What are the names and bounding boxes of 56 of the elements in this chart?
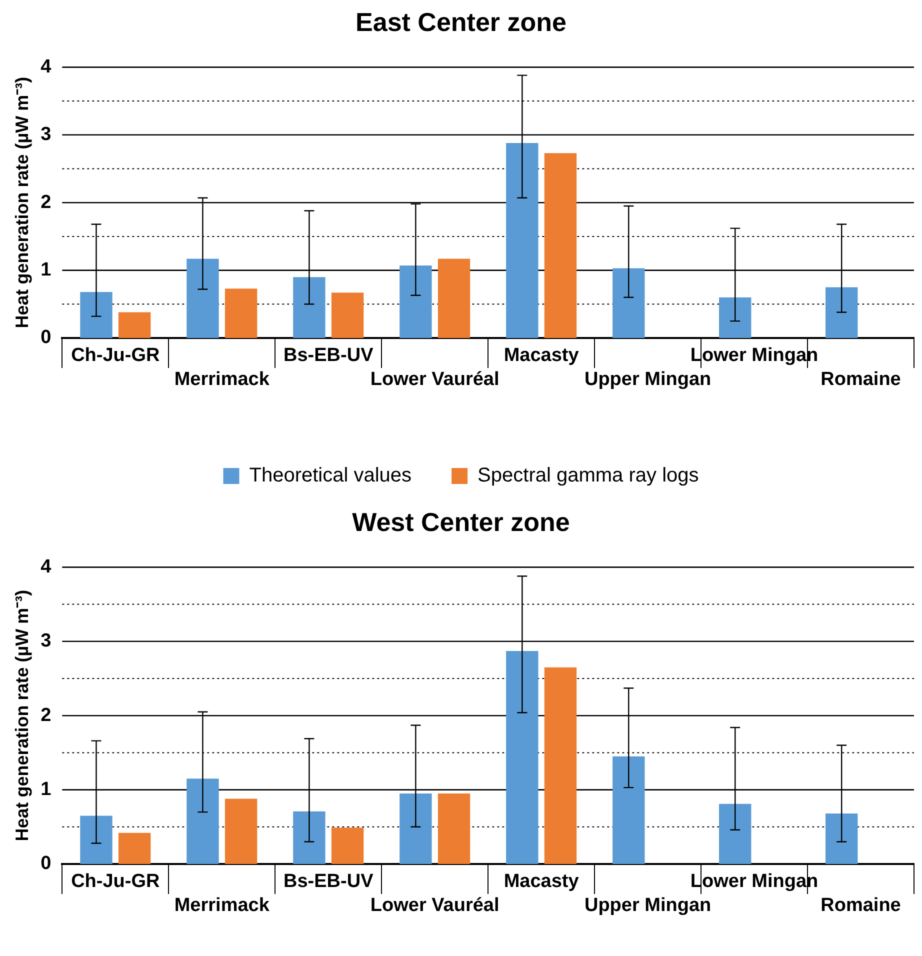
x-tick-label: Upper Mingan [584, 895, 712, 916]
bar [224, 798, 258, 864]
bar [331, 828, 364, 864]
x-tick-label: Bs-EB-UV [284, 871, 374, 892]
y-tick-label: 4 [40, 56, 52, 78]
y-tick-label: 2 [40, 192, 52, 213]
y-tick-label: 0 [40, 853, 52, 874]
x-tick-label: Macasty [504, 871, 580, 892]
bar [612, 756, 645, 864]
x-tick-label: Merrimack [174, 895, 270, 916]
bar [118, 312, 151, 338]
bar [438, 794, 470, 864]
x-tick-label: Romaine [820, 895, 901, 916]
y-tick-label: 3 [40, 630, 52, 652]
bar [719, 297, 752, 338]
chart-title: East Center zone [356, 6, 566, 37]
x-tick-label: Macasty [504, 345, 580, 366]
bar [224, 288, 258, 338]
x-tick-label: Upper Mingan [584, 369, 712, 390]
bar [506, 143, 538, 338]
bar [400, 794, 432, 864]
legend-label: Spectral gamma ray logs [478, 464, 699, 487]
bar [400, 266, 432, 338]
bar [612, 268, 645, 338]
x-tick-label: Ch-Ju-GR [71, 345, 160, 366]
bar [80, 292, 112, 338]
x-tick-label: Merrimack [174, 369, 270, 390]
x-tick-label: Bs-EB-UV [284, 345, 374, 366]
bar [293, 277, 326, 338]
y-tick-label: 3 [40, 124, 52, 146]
y-axis-title: Heat generation rate (µW m⁻³) [12, 590, 32, 842]
x-tick-label: Lower Vauréal [370, 895, 500, 916]
x-tick-label: Romaine [820, 369, 901, 390]
y-tick-label: 1 [40, 779, 52, 800]
bar [331, 292, 364, 338]
chart-title: West Center zone [352, 506, 570, 537]
legend-label: Theoretical values [249, 464, 412, 487]
bar [719, 804, 752, 864]
y-tick-label: 4 [40, 556, 52, 578]
x-tick-label: Ch-Ju-GR [71, 871, 160, 892]
bar [438, 258, 470, 338]
y-tick-label: 2 [40, 704, 52, 726]
bar [506, 651, 538, 864]
x-tick-label: Lower Vauréal [370, 369, 500, 390]
bar [825, 287, 858, 338]
bar [80, 816, 112, 864]
bar [544, 153, 577, 338]
bar [293, 811, 326, 864]
y-tick-label: 1 [40, 260, 52, 281]
bar [186, 778, 219, 864]
y-axis-title: Heat generation rate (µW m⁻³) [12, 76, 32, 328]
bar [118, 832, 151, 864]
bar [186, 258, 219, 338]
bar [825, 814, 858, 864]
y-tick-label: 0 [40, 327, 52, 348]
bar [544, 667, 577, 864]
